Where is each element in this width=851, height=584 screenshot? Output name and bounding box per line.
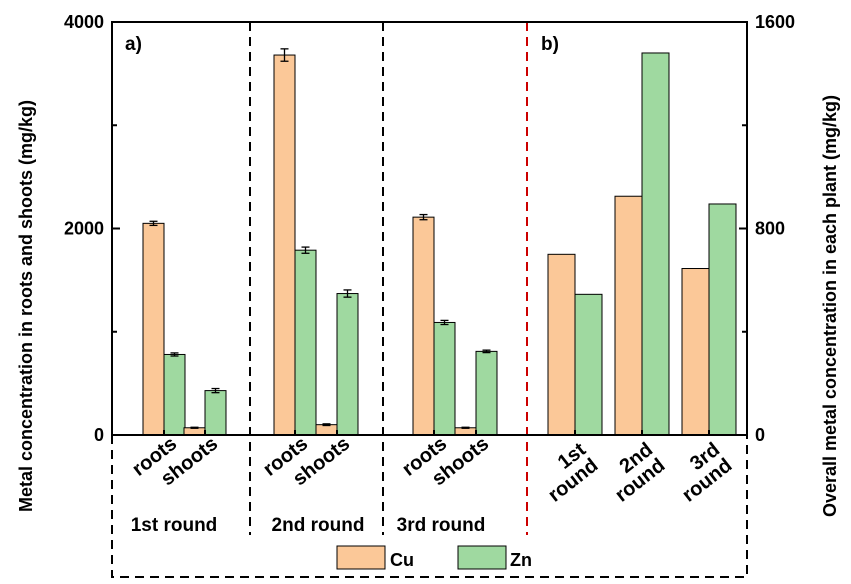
group-label-2: 2nd round: [272, 515, 365, 536]
bar-cu-shoots-4: [315, 424, 338, 436]
legend-swatch-zn: [457, 545, 507, 570]
right-tick-label-0: 0: [755, 425, 765, 445]
bar-cu-roots-5: [412, 216, 435, 436]
bar-zn-round-1: [574, 293, 603, 436]
bar-cu-roots-1: [142, 222, 165, 436]
bar-cu-round-2: [614, 195, 643, 436]
bar-zn-roots-1: [163, 353, 186, 436]
panel-b-bars: [547, 52, 737, 436]
right-tick-label-1600: 1600: [755, 12, 795, 32]
panel-a-label: a): [125, 34, 142, 55]
legend: Cu Zn: [336, 545, 532, 570]
bar-cu-roots-3: [273, 54, 296, 436]
left-tick-label-2000: 2000: [64, 219, 104, 239]
legend-swatch-cu: [336, 545, 386, 570]
legend-label-cu: Cu: [390, 550, 414, 570]
bar-zn-round-3: [708, 203, 737, 436]
category-bracket: [111, 435, 748, 578]
tick-label-round-3: 3rdround: [666, 439, 737, 507]
tick-label-round-2: 2ndround: [599, 439, 670, 507]
divider-layer: [111, 22, 748, 578]
left-tick-label-4000: 4000: [64, 12, 104, 32]
bar-cu-round-1: [547, 253, 576, 436]
bar-zn-round-2: [641, 52, 670, 436]
left-axis-title: Metal concentration in roots and shoots …: [16, 100, 36, 512]
bar-zn-shoots-2: [204, 390, 227, 436]
panel-b-label: b): [541, 34, 559, 55]
ticks: 0 2000 4000 0 800 1600: [64, 12, 795, 445]
bar-zn-shoots-4: [336, 293, 359, 436]
left-tick-label-0: 0: [94, 425, 104, 445]
bar-zn-shoots-6: [475, 350, 498, 436]
right-axis-title: Overall metal concentration in each plan…: [820, 95, 840, 517]
bar-zn-roots-5: [433, 321, 456, 436]
panel-a-bars: [142, 48, 498, 436]
bar-zn-roots-3: [294, 249, 317, 436]
right-tick-label-800: 800: [755, 219, 785, 239]
tick-label-round-1: 1stround: [532, 438, 603, 506]
legend-label-zn: Zn: [510, 550, 532, 570]
group-label-3: 3rd round: [397, 515, 486, 536]
bar-cu-round-3: [681, 268, 710, 436]
group-label-1: 1st round: [131, 515, 218, 536]
